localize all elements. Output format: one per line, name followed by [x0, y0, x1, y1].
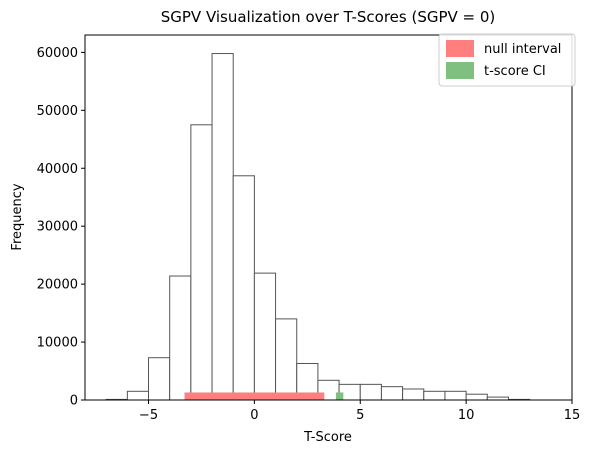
y-tick-label: 50000: [37, 104, 78, 119]
histogram-bar: [423, 390, 446, 401]
histogram-bar: [444, 390, 467, 401]
y-tick-label: 30000: [37, 220, 78, 235]
t-score-ci-band: [335, 392, 344, 400]
null-interval-band: [184, 392, 325, 400]
histogram-bar: [253, 272, 277, 401]
histogram-bars: [105, 53, 531, 401]
histogram-bar: [380, 386, 404, 401]
y-axis-label: Frequency: [10, 183, 25, 250]
histogram-bar: [169, 275, 192, 401]
legend-swatch-null-interval: [446, 40, 474, 57]
x-tick-label: −5: [139, 408, 158, 423]
legend-swatch-t-score-ci: [446, 62, 474, 79]
legend-label-null-interval: null interval: [484, 42, 561, 57]
y-tick-label: 20000: [37, 278, 78, 293]
x-tick-label: 5: [356, 408, 364, 423]
histogram-bar: [148, 357, 171, 401]
interval-bands: [184, 392, 344, 400]
legend-label-t-score-ci: t-score CI: [484, 64, 546, 79]
x-axis-label: T-Score: [303, 430, 352, 445]
histogram-bar: [190, 124, 213, 401]
y-tick-label: 40000: [37, 162, 78, 177]
histogram-bar: [211, 53, 234, 401]
histogram-bar: [465, 393, 488, 401]
y-tick-label: 10000: [37, 336, 78, 351]
histogram-bar: [275, 318, 298, 401]
y-tick-label: 0: [70, 394, 78, 409]
chart-title: SGPV Visualization over T-Scores (SGPV =…: [161, 8, 496, 26]
y-axis-ticks: 0 10000 20000 30000 40000 50000 60000: [37, 46, 85, 409]
plot-frame: [84, 34, 573, 401]
x-axis-ticks: −5 0 5 10 15: [139, 400, 580, 423]
x-tick-label: 0: [250, 408, 258, 423]
histogram-bar: [402, 388, 425, 401]
histogram-bar: [232, 175, 255, 401]
legend: null interval t-score CI: [438, 33, 576, 87]
histogram-bar: [359, 383, 382, 401]
y-tick-label: 60000: [37, 46, 78, 61]
histogram-bar: [126, 390, 150, 401]
x-tick-label: 10: [458, 408, 475, 423]
x-tick-label: 15: [564, 408, 581, 423]
